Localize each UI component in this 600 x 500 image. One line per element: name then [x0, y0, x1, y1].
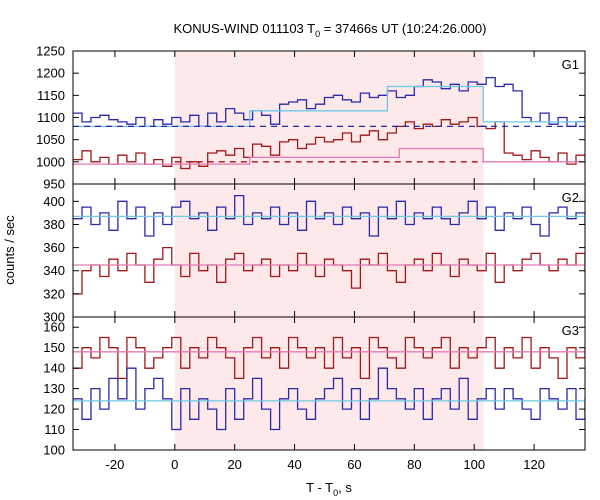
x-tick-label: 120: [523, 457, 545, 472]
panel-series: [73, 194, 585, 295]
y-tick-label: 950: [43, 177, 65, 192]
series-red-step: [73, 336, 585, 380]
y-tick-label: 160: [43, 320, 65, 335]
series-blue-step: [73, 367, 585, 431]
panels-group: 950100010501100115012001250G130032034036…: [36, 44, 586, 472]
panel-label: G2: [562, 190, 579, 205]
y-tick-label: 380: [43, 217, 65, 232]
y-tick-label: 110: [44, 422, 65, 437]
series-red-step: [73, 116, 585, 170]
fit-blue-line: [73, 85, 585, 128]
chart-title: KONUS-WIND 011103 T0 = 37466s UT (10:24:…: [174, 21, 487, 39]
x-tick-label: 80: [407, 457, 421, 472]
y-tick-label: 1100: [37, 110, 65, 125]
y-axis-label: counts / sec: [2, 215, 17, 285]
y-tick-label: 1150: [37, 88, 65, 103]
panel-g3: 100 110 120 130 140 150 160 G3: [43, 316, 586, 458]
x-tick-label: 0: [171, 457, 178, 472]
x-tick-label: 100: [463, 457, 485, 472]
y-tick-label: 400: [43, 194, 65, 209]
panel-series: [73, 76, 585, 170]
panel-label: G3: [562, 323, 579, 338]
y-tick-label: 340: [43, 263, 65, 278]
y-tick-label: 1000: [36, 154, 65, 169]
panel-series: [73, 336, 585, 431]
panel-g1: 950 1000 1050 1100 1150 1200 1250 G1: [36, 44, 586, 192]
y-tick-label: 320: [43, 286, 65, 301]
y-tick-label: 150: [43, 340, 65, 355]
series-blue-step: [73, 76, 585, 128]
x-tick-label: 40: [287, 457, 301, 472]
panel-label: G1: [562, 57, 579, 72]
x-axis-label: T - T0, s: [306, 480, 352, 498]
panel-g2: 300 320 340 360 380 400 G2: [43, 183, 586, 325]
y-tick-label: 300: [43, 310, 65, 325]
shaded-interval: [174, 184, 484, 317]
panel-frame: [72, 316, 586, 451]
fit-pink-line: [73, 147, 585, 165]
y-tick-label: 100: [43, 443, 65, 458]
x-tick-label: 20: [227, 457, 241, 472]
x-tick-label: -20: [106, 457, 125, 472]
y-tick-label: 1200: [36, 66, 65, 81]
x-tick-label: 60: [347, 457, 361, 472]
y-tick-label: 1250: [36, 44, 65, 59]
y-tick-label: 140: [43, 361, 65, 376]
y-tick-label: 120: [43, 402, 65, 417]
y-tick-label: 1050: [36, 132, 65, 147]
y-tick-label: 130: [43, 381, 65, 396]
y-tick-label: 360: [43, 240, 65, 255]
